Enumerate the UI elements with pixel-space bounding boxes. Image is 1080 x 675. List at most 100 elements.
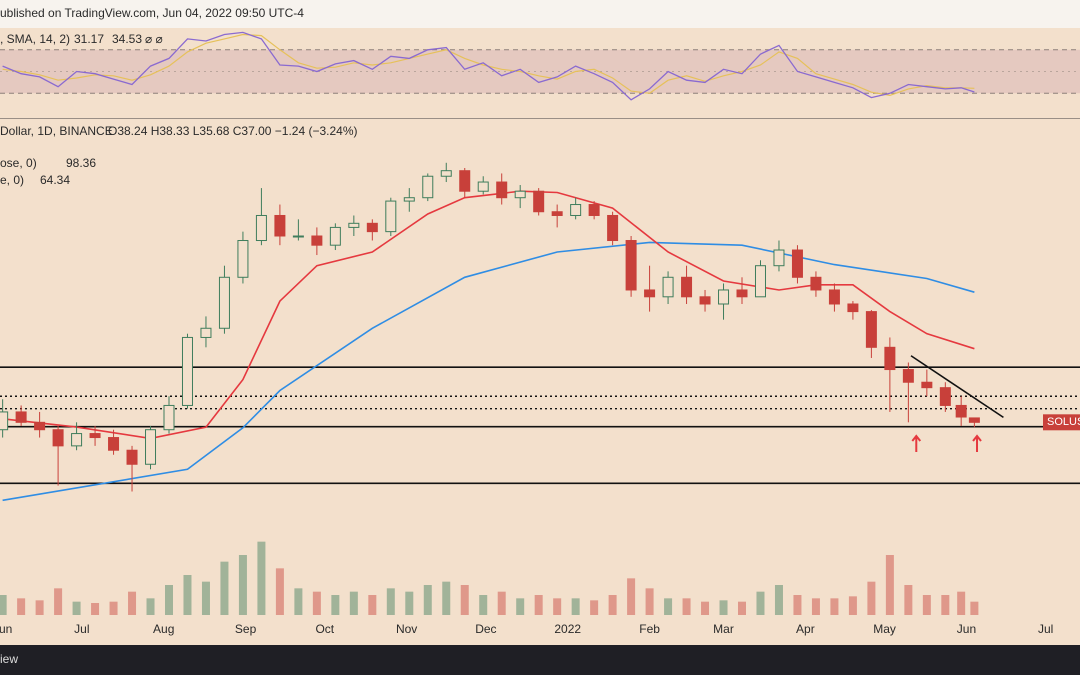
volume-bar [590, 600, 599, 615]
volume-bar [460, 585, 469, 615]
candle-body [0, 411, 9, 431]
candle-body [348, 222, 360, 228]
candle-body [625, 240, 637, 291]
candle-body [773, 249, 785, 267]
x-tick-label: Sep [235, 622, 257, 636]
volume-bar [571, 598, 580, 615]
volume-bar [664, 598, 673, 615]
volume-bar [72, 601, 81, 615]
volume-bar [220, 561, 229, 615]
candle-body [477, 181, 489, 192]
candle-body [34, 421, 46, 431]
volume-bar [35, 600, 44, 615]
candle-body [588, 204, 600, 216]
price-tag: SOLUS [1047, 416, 1080, 428]
candle-body [440, 170, 452, 177]
x-tick-label: Oct [315, 622, 334, 636]
arrow [911, 434, 922, 452]
volume-bar [183, 575, 192, 615]
volume-bar [970, 601, 979, 615]
candle-body [810, 276, 822, 291]
header-text: ublished on TradingView.com, Jun 04, 202… [0, 6, 304, 20]
candle-body [921, 381, 933, 389]
rsi-icons: ⌀ ⌀ [145, 32, 163, 46]
volume-bar [164, 585, 173, 615]
candle-body [533, 190, 545, 213]
volume-bar [257, 541, 266, 615]
candle-body [218, 276, 230, 329]
x-tick-label: Jul [1038, 622, 1053, 636]
volume-bar [368, 595, 377, 615]
candle-body [902, 369, 914, 383]
candle-body [329, 226, 341, 246]
volume-bar [922, 595, 931, 615]
volume-bar [146, 598, 155, 615]
volume-bar [128, 591, 137, 615]
candle-body [163, 404, 175, 431]
candle-body [718, 289, 730, 305]
rsi-legend: , SMA, 14, 2) [0, 32, 70, 46]
candle-body [939, 387, 951, 406]
candle-body [791, 249, 803, 278]
candle-body [255, 214, 267, 242]
candle-body [607, 214, 619, 242]
volume-bar [904, 585, 913, 615]
x-tick-label: Aug [153, 622, 174, 636]
footer-text: iew [0, 652, 18, 666]
volume-bar [793, 595, 802, 615]
pane-divider [0, 118, 1080, 119]
candle-body [237, 240, 249, 278]
candle-body [459, 170, 471, 192]
candle-body [126, 449, 138, 465]
moving-average [2, 241, 975, 502]
volume-bar [17, 598, 26, 615]
candle-body [847, 303, 859, 313]
rsi-value: 31.17 [74, 32, 104, 46]
x-tick-label: May [873, 622, 896, 636]
volume-bar [941, 595, 950, 615]
volume-bar [738, 601, 747, 615]
candle-body [403, 197, 415, 202]
candle-body [15, 411, 27, 423]
moving-average [2, 190, 975, 440]
volume-bar [0, 595, 7, 615]
candle-body [865, 311, 877, 348]
volume-bar [627, 578, 636, 615]
volume-bar [756, 591, 765, 615]
candle-body [52, 429, 64, 447]
header-bar [0, 0, 1080, 28]
ma-short-value: 64.34 [40, 173, 70, 187]
volume-bar [534, 595, 543, 615]
volume-bar [811, 598, 820, 615]
volume-bar [885, 555, 894, 615]
symbol-legend: Dollar, 1D, BINANCE [0, 124, 113, 138]
arrow [972, 434, 982, 452]
ma-long-legend: ose, 0) [0, 156, 37, 170]
volume-bar [275, 568, 284, 615]
volume-bar [867, 581, 876, 615]
ohlc-legend: O38.24 H38.33 L35.68 C37.00 −1.24 (−3.24… [108, 124, 358, 138]
volume-bar [312, 591, 321, 615]
candle-body [736, 289, 748, 298]
candle-body [884, 346, 896, 371]
volume-bar [719, 600, 728, 615]
x-tick-label: Mar [713, 622, 734, 636]
volume-bar [294, 588, 303, 615]
candle-body [644, 289, 656, 298]
footer-bar [0, 645, 1080, 675]
volume-bar [238, 555, 247, 615]
x-tick-label: 2022 [554, 622, 581, 636]
candle-body [496, 181, 508, 199]
volume-bar [774, 585, 783, 615]
volume-bar [645, 588, 654, 615]
ma-long-value: 98.36 [66, 156, 96, 170]
trendline [910, 355, 1004, 419]
volume-bar [497, 591, 506, 615]
candle-body [662, 276, 674, 298]
volume-bar [423, 585, 432, 615]
candle-body [311, 235, 323, 246]
volume-bar [386, 588, 395, 615]
candle-body [385, 200, 397, 233]
ma-short-legend: e, 0) [0, 173, 24, 187]
